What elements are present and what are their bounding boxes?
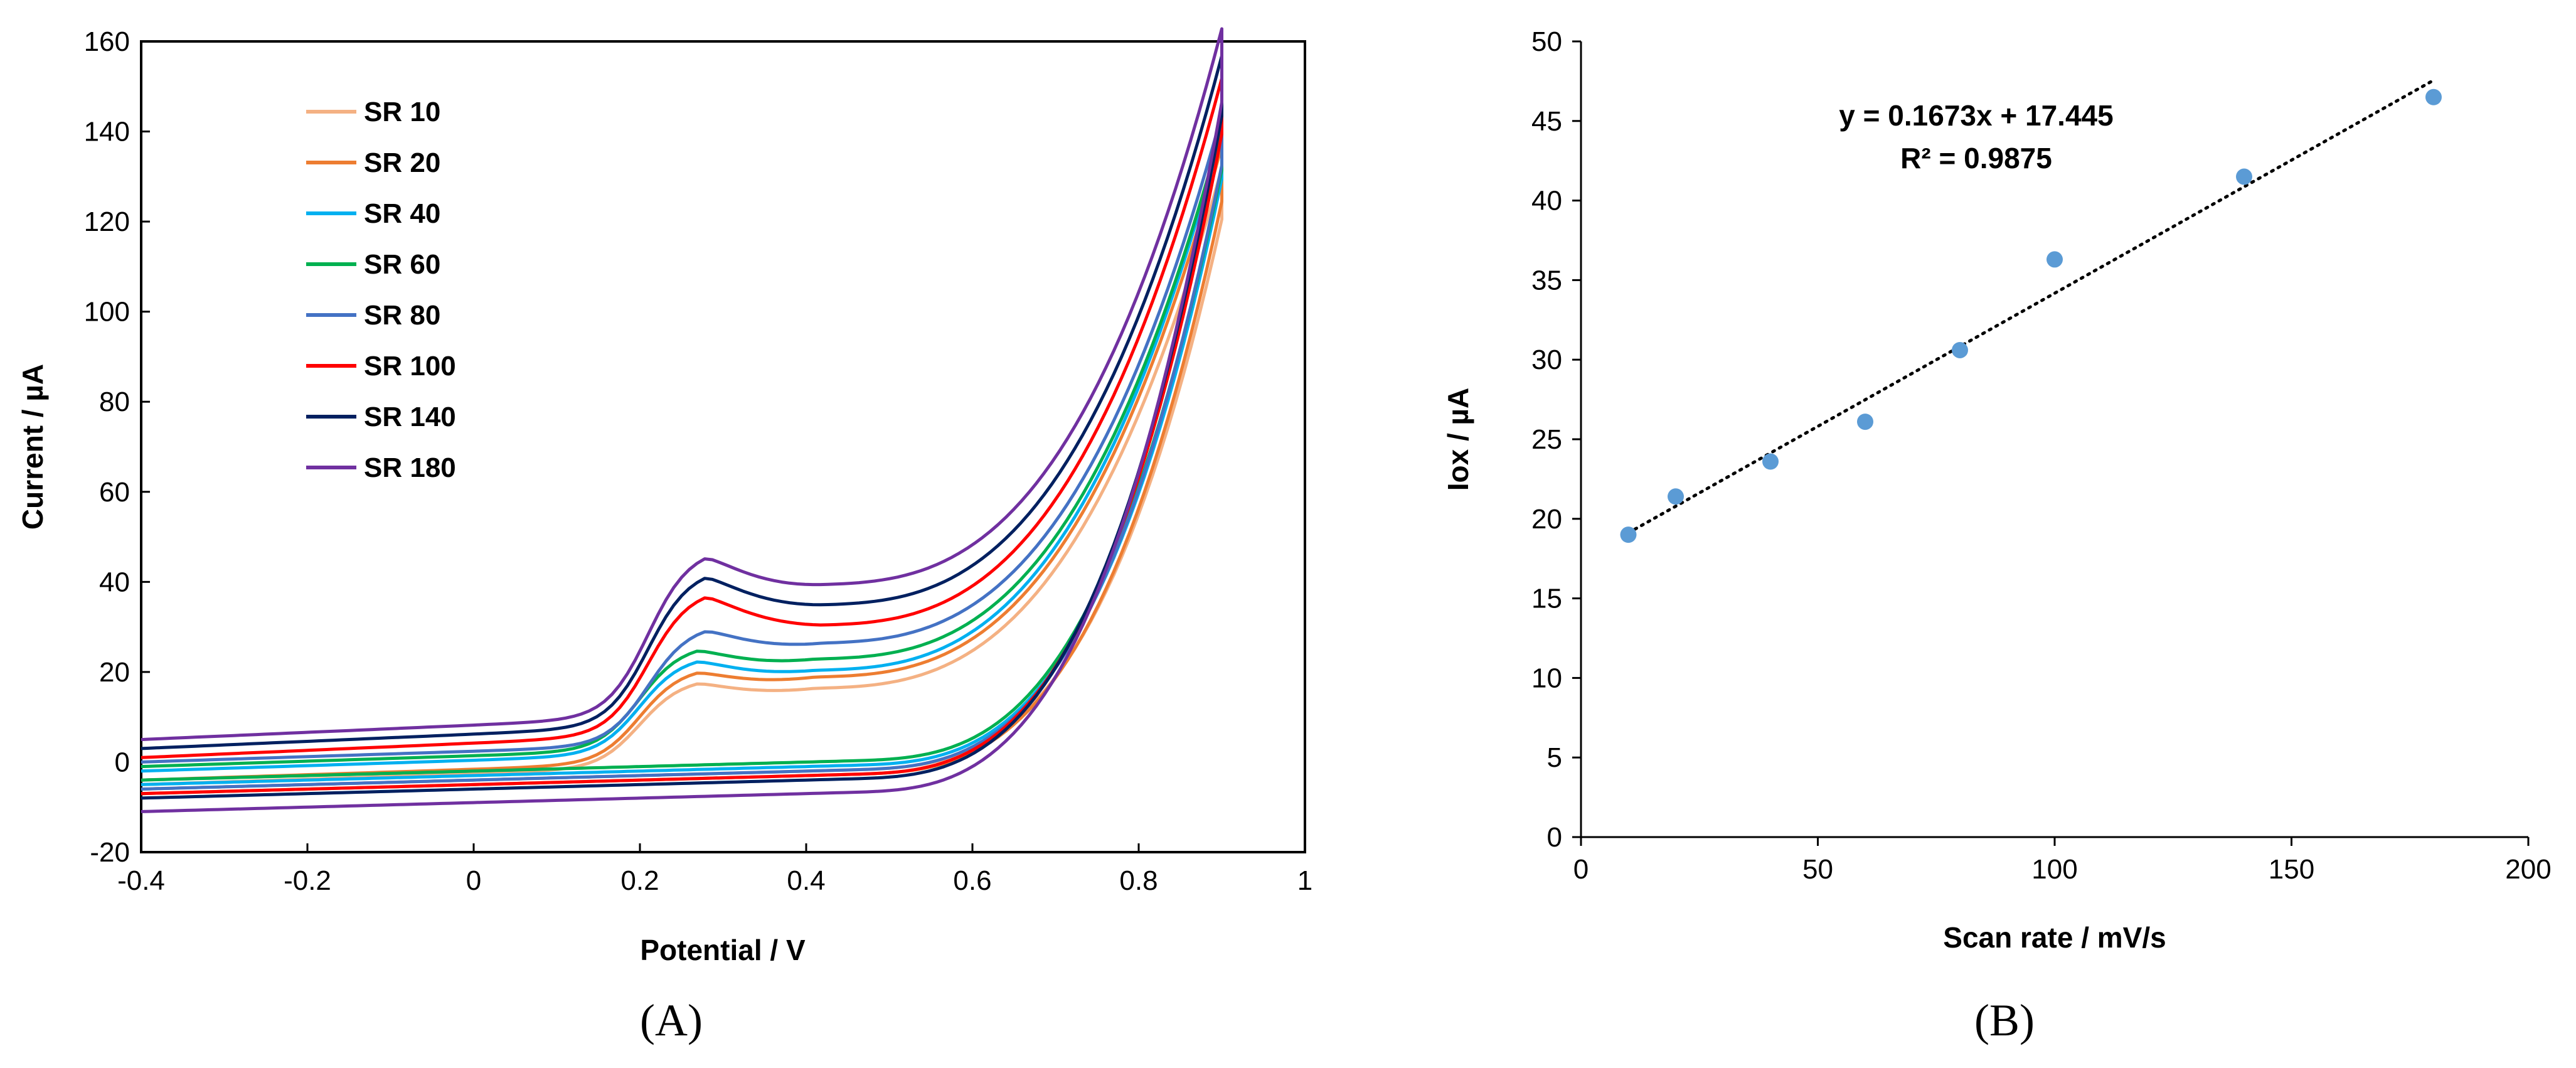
cv-x-tick-label: -0.4 <box>117 865 165 896</box>
cv-x-tick-label: 0.8 <box>1119 865 1158 896</box>
cv-y-tick-label: 160 <box>84 26 130 57</box>
cv-y-tick-label: 80 <box>99 387 130 417</box>
sr-y-tick-label: 45 <box>1531 106 1562 137</box>
sr-data-point <box>1620 526 1637 543</box>
caption-b: (B) <box>1974 995 2035 1045</box>
sr-x-tick-label: 150 <box>2269 854 2314 885</box>
cv-legend-label: SR 80 <box>364 300 440 331</box>
cv-x-tick-label: 0.4 <box>787 865 825 896</box>
sr-data-point <box>1668 488 1684 505</box>
cv-x-tick-label: -0.2 <box>284 865 331 896</box>
cv-y-tick-label: 120 <box>84 206 130 237</box>
sr-points <box>1620 88 2442 543</box>
cv-y-tick-label: 140 <box>84 117 130 147</box>
cv-legend-label: SR 20 <box>364 147 440 178</box>
sr-y-tick-label: 30 <box>1531 344 1562 375</box>
cv-y-axis: -20 0 20 40 60 80 100 120 140 160 <box>84 26 150 868</box>
sr-y-tick-label: 10 <box>1531 663 1562 693</box>
cv-y-tick-label: 100 <box>84 297 130 328</box>
cv-plot-frame <box>140 40 1306 853</box>
cv-y-tick-label: 40 <box>99 567 130 597</box>
cv-legend-label: SR 140 <box>364 402 456 432</box>
sr-y-tick-label: 20 <box>1531 504 1562 535</box>
sr-y-axis: 0 5 10 15 20 25 30 35 40 45 50 <box>1531 26 1581 853</box>
sr-data-point <box>1762 453 1779 470</box>
cv-y-tick-label: -20 <box>90 837 130 868</box>
sr-x-tick-label: 0 <box>1573 854 1589 885</box>
sr-data-point <box>1952 341 1968 358</box>
cv-x-tick-label: 1 <box>1297 865 1312 896</box>
cv-legend-label: SR 40 <box>364 198 440 229</box>
cv-series-sr-140 <box>141 54 1223 800</box>
scan-rate-chart: 0 5 10 15 20 25 30 35 40 45 50 0 50 100 150 200 y = 0.… <box>1442 26 2552 954</box>
cv-series-sr-60 <box>141 126 1223 782</box>
cv-y-tick-label: 0 <box>115 747 130 777</box>
sr-data-point <box>1857 414 1873 430</box>
cv-series-sr-180 <box>141 27 1223 813</box>
sr-data-point <box>2425 88 2442 105</box>
sr-y-axis-label: Iox / µA <box>1442 388 1474 491</box>
cv-y-tick-label: 60 <box>99 477 130 508</box>
sr-x-axis-label: Scan rate / mV/s <box>1943 921 2166 954</box>
cv-x-axis: -0.4 -0.2 0 0.2 0.4 0.6 0.8 1 <box>117 843 1312 896</box>
sr-y-tick-label: 25 <box>1531 424 1562 455</box>
sr-x-tick-label: 50 <box>1802 854 1833 885</box>
sr-y-tick-label: 35 <box>1531 265 1562 296</box>
sr-y-tick-label: 15 <box>1531 584 1562 614</box>
cv-series-sr-40 <box>141 131 1223 786</box>
sr-x-tick-label: 100 <box>2031 854 2077 885</box>
cv-y-tick-label: 20 <box>99 657 130 688</box>
cv-x-tick-label: 0.2 <box>620 865 659 896</box>
sr-x-tick-label: 200 <box>2505 854 2551 885</box>
cv-legend-label: SR 10 <box>364 97 440 127</box>
sr-trend-equation: y = 0.1673x + 17.445 <box>1839 99 2113 132</box>
cv-y-axis-label: Current / µA <box>16 364 49 530</box>
cv-legend-label: SR 60 <box>364 249 440 280</box>
cv-series-sr-100 <box>141 77 1223 796</box>
cv-legend: SR 10 SR 20 SR 40 SR 60 SR 80 SR 100 SR 140 SR … <box>306 97 456 483</box>
cv-x-axis-label: Potential / V <box>640 934 806 966</box>
sr-data-point <box>2046 251 2063 268</box>
sr-x-axis: 0 50 100 150 200 <box>1573 837 2552 885</box>
cv-legend-label: SR 180 <box>364 452 456 483</box>
cv-chart: -20 0 20 40 60 80 100 120 140 160 -0.4 -0.2 0 0.2 0.4… <box>16 26 1312 966</box>
sr-r-squared: R² = 0.9875 <box>1900 142 2052 174</box>
cv-legend-label: SR 100 <box>364 351 456 382</box>
sr-y-tick-label: 40 <box>1531 186 1562 216</box>
sr-y-tick-label: 5 <box>1547 742 1562 773</box>
cv-x-tick-label: 0.6 <box>953 865 991 896</box>
sr-data-point <box>2236 168 2252 185</box>
sr-y-tick-label: 50 <box>1531 26 1562 57</box>
sr-y-tick-label: 0 <box>1547 822 1562 853</box>
sr-trendline <box>1627 78 2435 535</box>
cv-curves <box>141 27 1223 813</box>
cv-x-tick-label: 0 <box>466 865 481 896</box>
caption-a: (A) <box>640 995 703 1045</box>
cv-series-sr-10 <box>141 166 1223 791</box>
